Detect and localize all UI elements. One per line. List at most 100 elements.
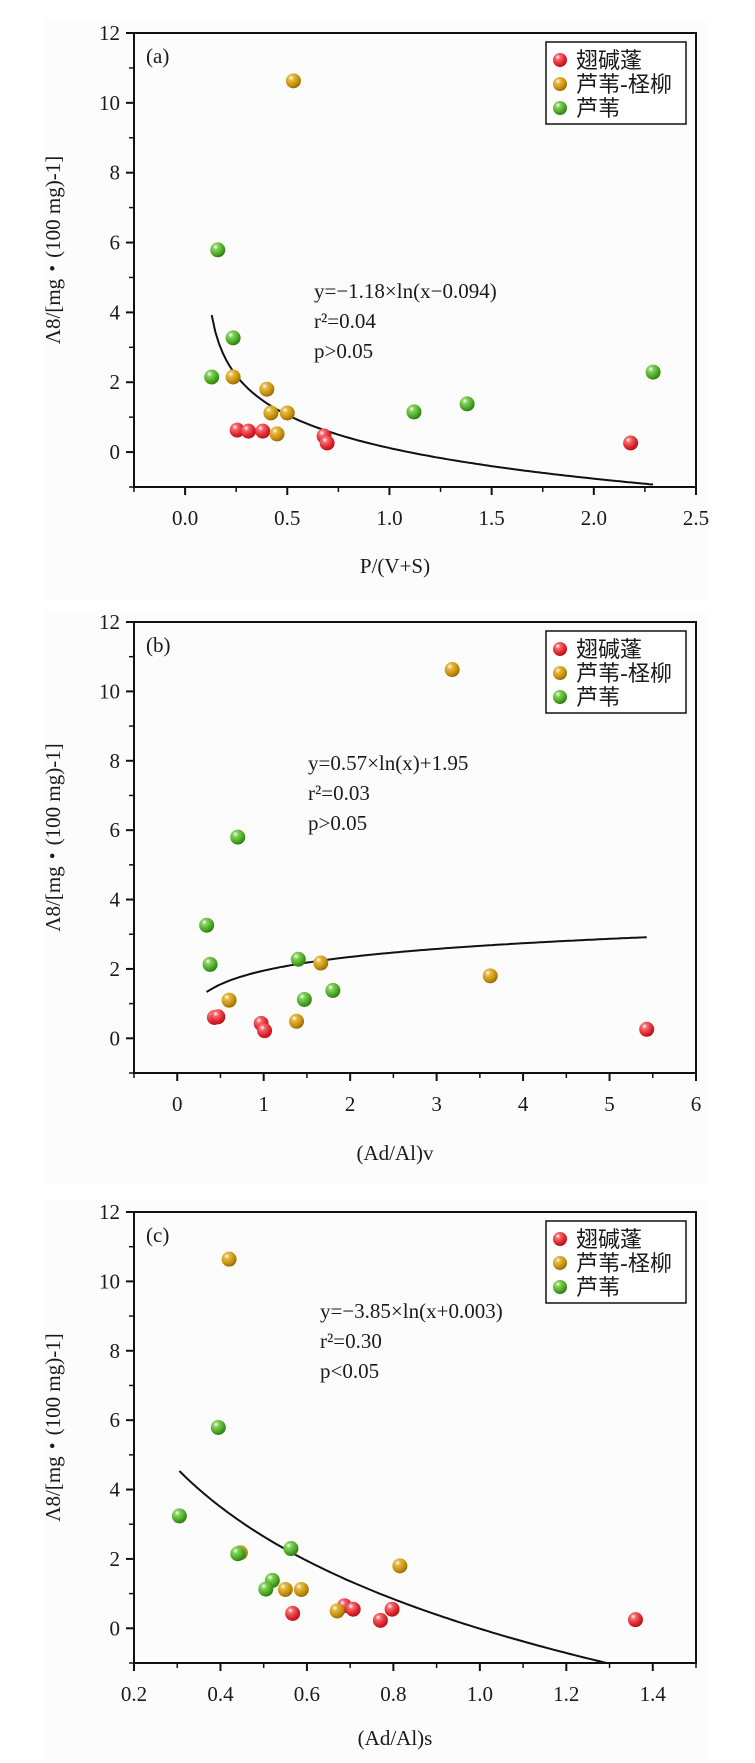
data-point-green <box>230 1546 246 1562</box>
y-tick-label: 10 <box>99 1269 120 1293</box>
x-tick-label: 0.6 <box>294 1682 320 1706</box>
data-point-green <box>406 404 422 420</box>
x-tick-label: 5 <box>604 1092 615 1116</box>
fit-equation-line: r²=0.30 <box>320 1329 382 1353</box>
data-point-green <box>645 364 661 380</box>
y-tick-label: 12 <box>99 21 120 45</box>
y-tick-label: 0 <box>110 1616 121 1640</box>
data-point-red <box>210 1009 226 1025</box>
panel-label: (b) <box>146 633 171 657</box>
data-point-green <box>258 1581 274 1597</box>
data-point-green <box>225 330 241 346</box>
legend-marker-icon <box>553 642 567 656</box>
legend-marker-icon <box>553 666 567 680</box>
x-tick-label: 0.0 <box>172 506 198 530</box>
fit-curve <box>178 1470 608 1665</box>
data-point-green <box>459 396 475 412</box>
legend-box <box>545 630 687 714</box>
legend-marker-icon <box>553 77 567 91</box>
data-point-red <box>345 1601 361 1617</box>
x-tick-label: 1 <box>258 1092 269 1116</box>
data-point-gold <box>293 1581 309 1597</box>
data-point-gold <box>289 1013 305 1029</box>
x-tick-label: 6 <box>691 1092 702 1116</box>
y-tick-label: 4 <box>110 1478 121 1502</box>
data-point-red <box>623 435 639 451</box>
legend-box <box>545 41 687 125</box>
y-tick-label: 0 <box>110 1026 121 1050</box>
plot-frame <box>133 32 697 488</box>
data-point-gold <box>263 405 279 421</box>
x-tick-label: 2.5 <box>683 506 709 530</box>
y-axis-title: Λ8/[mg・(100 mg)-1] <box>41 1333 65 1521</box>
y-tick-label: 6 <box>110 818 121 842</box>
data-point-green <box>283 1541 299 1557</box>
x-tick-label: 2.0 <box>581 506 607 530</box>
data-point-red <box>627 1612 643 1628</box>
x-tick-label: 1.5 <box>479 506 505 530</box>
data-point-green <box>210 242 226 258</box>
data-point-red <box>372 1612 388 1628</box>
legend-label: 芦苇 <box>576 97 620 122</box>
data-point-green <box>325 982 341 998</box>
x-tick-label: 0.5 <box>274 506 300 530</box>
fit-curve <box>210 314 654 486</box>
y-tick-label: 4 <box>110 888 121 912</box>
fit-equation-line: p>0.05 <box>314 339 373 363</box>
panel-a: 0 2 4 6 8 10 12 0.0 0.5 1.0 1.5 2.0 2.5 P/(V+S) Λ8/[mg… <box>41 21 709 578</box>
panel-label: (c) <box>146 1223 169 1247</box>
data-point-gold <box>269 426 285 442</box>
data-point-gold <box>279 405 295 421</box>
legend-label: 芦苇-柽柳 <box>576 73 672 98</box>
y-tick-label: 4 <box>110 300 121 324</box>
data-point-gold <box>259 381 275 397</box>
data-point-green <box>171 1508 187 1524</box>
legend-marker-icon <box>553 1232 567 1246</box>
data-point-gold <box>277 1581 293 1597</box>
y-tick-label: 8 <box>110 749 121 773</box>
x-tick-label: 1.4 <box>640 1682 667 1706</box>
data-point-green <box>204 369 220 385</box>
data-point-gold <box>225 369 241 385</box>
data-point-gold <box>482 968 498 984</box>
fit-curve <box>206 936 647 993</box>
legend-label: 芦苇 <box>576 686 620 711</box>
y-axis-title: Λ8/[mg・(100 mg)-1] <box>41 156 65 344</box>
x-tick-label: 2 <box>345 1092 356 1116</box>
y-tick-label: 2 <box>110 957 121 981</box>
x-tick-label: 4 <box>518 1092 529 1116</box>
legend-marker-icon <box>553 1256 567 1270</box>
data-point-gold <box>221 1251 237 1267</box>
legend-box <box>545 1220 687 1304</box>
fit-equation-line: y=0.57×ln(x)+1.95 <box>308 751 468 775</box>
x-tick-label: 0.4 <box>207 1682 234 1706</box>
fit-equation-line: r²=0.04 <box>314 309 376 333</box>
x-tick-label: 0.8 <box>380 1682 406 1706</box>
x-axis-title: P/(V+S) <box>360 554 430 578</box>
data-point-gold <box>329 1603 345 1619</box>
y-tick-label: 2 <box>110 1547 121 1571</box>
y-tick-label: 8 <box>110 161 121 185</box>
data-point-green <box>199 917 215 933</box>
data-point-green <box>290 951 306 967</box>
data-point-green <box>230 829 246 845</box>
data-point-red <box>639 1021 655 1037</box>
y-tick-label: 10 <box>99 91 120 115</box>
fit-equation-line: y=−3.85×ln(x+0.003) <box>320 1299 503 1323</box>
data-point-red <box>240 423 256 439</box>
legend-label: 芦苇-柽柳 <box>576 1252 672 1277</box>
y-tick-label: 0 <box>110 440 121 464</box>
data-point-green <box>210 1419 226 1435</box>
y-tick-label: 12 <box>99 1200 120 1224</box>
plot-frame <box>133 1211 697 1664</box>
y-tick-label: 2 <box>110 370 121 394</box>
x-axis-title: (Ad/Al)v <box>357 1141 434 1165</box>
y-tick-label: 6 <box>110 1408 121 1432</box>
data-point-green <box>202 956 218 972</box>
legend-label: 翅碱蓬 <box>576 638 642 663</box>
x-tick-label: 1.0 <box>467 1682 493 1706</box>
x-tick-label: 1.2 <box>553 1682 579 1706</box>
data-point-gold <box>221 992 237 1008</box>
